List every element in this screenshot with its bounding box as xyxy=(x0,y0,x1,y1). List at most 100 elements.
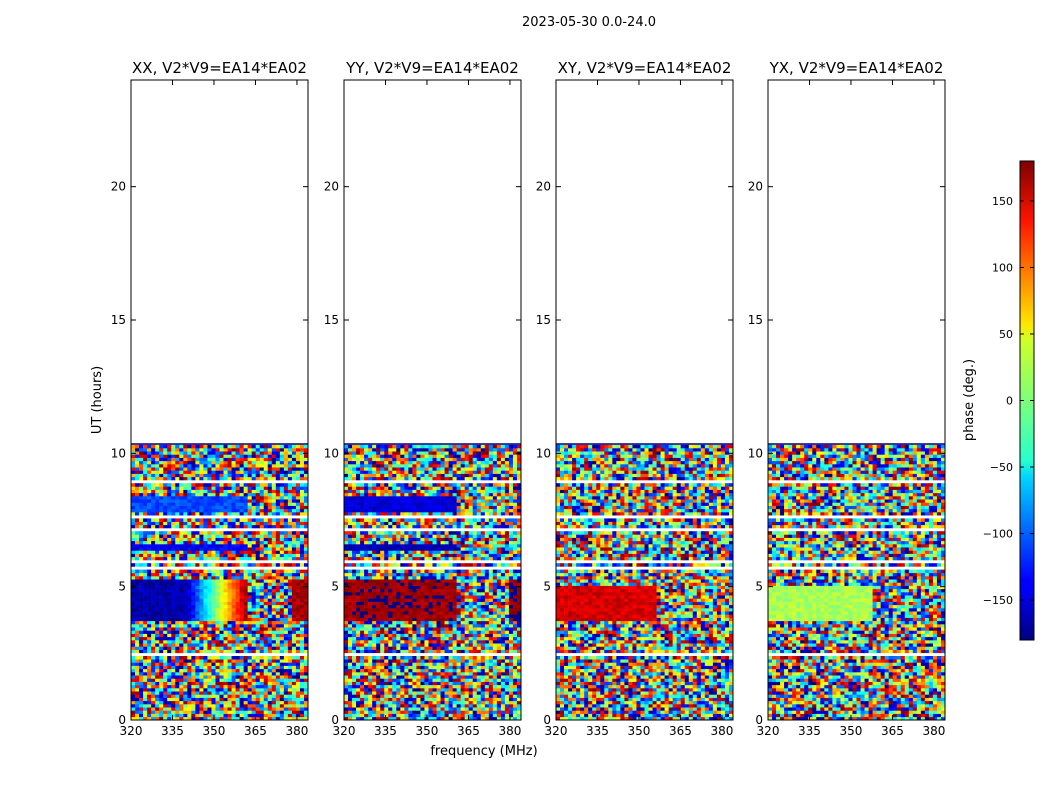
heatmap-cell xyxy=(452,694,457,698)
heatmap-cell xyxy=(291,646,297,650)
heatmap-cell xyxy=(303,496,308,500)
heatmap-cell xyxy=(219,681,224,686)
heatmap-cell xyxy=(151,649,156,654)
heatmap-cell xyxy=(380,640,385,644)
heatmap-cell xyxy=(143,486,148,490)
heatmap-cell xyxy=(480,630,486,634)
heatmap-cell xyxy=(239,476,244,481)
heatmap-cell xyxy=(484,662,490,666)
heatmap-cell xyxy=(464,704,469,708)
heatmap-cell xyxy=(223,672,228,676)
heatmap-cell xyxy=(303,672,308,676)
heatmap-cell xyxy=(163,553,168,558)
heatmap-cell xyxy=(303,492,308,497)
heatmap-cell xyxy=(444,630,449,634)
heatmap-cell xyxy=(191,553,196,558)
heatmap-cell xyxy=(167,544,172,548)
heatmap-cell xyxy=(275,524,281,529)
heatmap-cell xyxy=(239,716,244,720)
heatmap-cell xyxy=(508,646,514,650)
heatmap-cell xyxy=(243,448,248,452)
heatmap-cell xyxy=(267,467,273,471)
heatmap-cell xyxy=(131,464,136,468)
heatmap-cell xyxy=(512,617,518,622)
heatmap-cell xyxy=(179,649,184,654)
heatmap-cell xyxy=(191,681,196,686)
heatmap-cell xyxy=(448,668,453,673)
heatmap-cell xyxy=(380,668,385,673)
heatmap-cell xyxy=(215,643,220,647)
heatmap-cell xyxy=(151,588,156,593)
heatmap-cell xyxy=(444,672,449,676)
heatmap-cell xyxy=(211,464,216,468)
heatmap-cell xyxy=(167,656,172,660)
heatmap-cell xyxy=(488,688,494,692)
heatmap-cell xyxy=(436,643,441,647)
heatmap-cell xyxy=(263,659,269,663)
heatmap-cell xyxy=(195,700,200,705)
heatmap-cell xyxy=(424,659,429,663)
heatmap-cell xyxy=(428,646,433,650)
heatmap-cell xyxy=(247,486,252,490)
heatmap-cell xyxy=(480,662,486,666)
heatmap-cell xyxy=(211,681,216,686)
heatmap-cell xyxy=(207,489,212,494)
heatmap-cell xyxy=(163,588,168,593)
heatmap-cell xyxy=(219,464,224,468)
heatmap-cell xyxy=(412,611,417,615)
heatmap-cell xyxy=(231,448,236,452)
heatmap-cell xyxy=(291,505,297,510)
heatmap-cell xyxy=(504,691,510,695)
heatmap-cell xyxy=(440,710,445,714)
heatmap-cell xyxy=(275,473,281,478)
heatmap-cell xyxy=(368,656,373,660)
heatmap-cell xyxy=(243,656,248,660)
heatmap-cell xyxy=(255,518,261,522)
heatmap-cell xyxy=(279,694,285,698)
heatmap-cell xyxy=(348,678,353,682)
heatmap-cell xyxy=(207,464,212,468)
heatmap-cell xyxy=(163,473,168,478)
heatmap-cell xyxy=(195,649,200,654)
heatmap-cell xyxy=(303,700,308,705)
heatmap-cell xyxy=(171,636,176,641)
heatmap-cell xyxy=(263,643,269,647)
heatmap-cell xyxy=(155,505,160,510)
heatmap-cell xyxy=(239,483,244,487)
heatmap-cell xyxy=(275,633,281,638)
heatmap-cell xyxy=(187,576,192,580)
heatmap-cell xyxy=(227,499,232,503)
heatmap-cell xyxy=(516,624,521,628)
heatmap-cell xyxy=(251,467,256,471)
heatmap-cell xyxy=(135,502,140,506)
heatmap-cell xyxy=(504,636,510,641)
heatmap-cell xyxy=(392,707,397,711)
heatmap-cell xyxy=(283,643,289,647)
heatmap-cell xyxy=(488,681,494,686)
heatmap-cell xyxy=(203,489,208,494)
heatmap-cell xyxy=(504,700,510,705)
heatmap-cell xyxy=(227,467,232,471)
heatmap-cell xyxy=(392,614,397,618)
heatmap-cell xyxy=(199,492,204,497)
heatmap-cell xyxy=(440,620,445,625)
heatmap-cell xyxy=(179,675,184,679)
heatmap-cell xyxy=(243,569,248,574)
heatmap-cell xyxy=(287,444,293,449)
heatmap-cell xyxy=(448,675,453,679)
heatmap-cell xyxy=(484,710,490,714)
heatmap-cell xyxy=(159,451,164,455)
heatmap-cell xyxy=(247,684,252,689)
heatmap-cell xyxy=(175,544,180,548)
heatmap-cell xyxy=(404,672,409,676)
heatmap-cell xyxy=(203,675,208,679)
heatmap-cell xyxy=(227,457,232,462)
heatmap-cell xyxy=(271,662,277,666)
heatmap-cell xyxy=(380,633,385,638)
heatmap-cell xyxy=(283,668,289,673)
heatmap-cell xyxy=(211,444,216,449)
heatmap-cell xyxy=(512,620,518,625)
heatmap-cell xyxy=(512,665,518,670)
heatmap-cell xyxy=(380,636,385,641)
heatmap-cell xyxy=(275,569,281,574)
